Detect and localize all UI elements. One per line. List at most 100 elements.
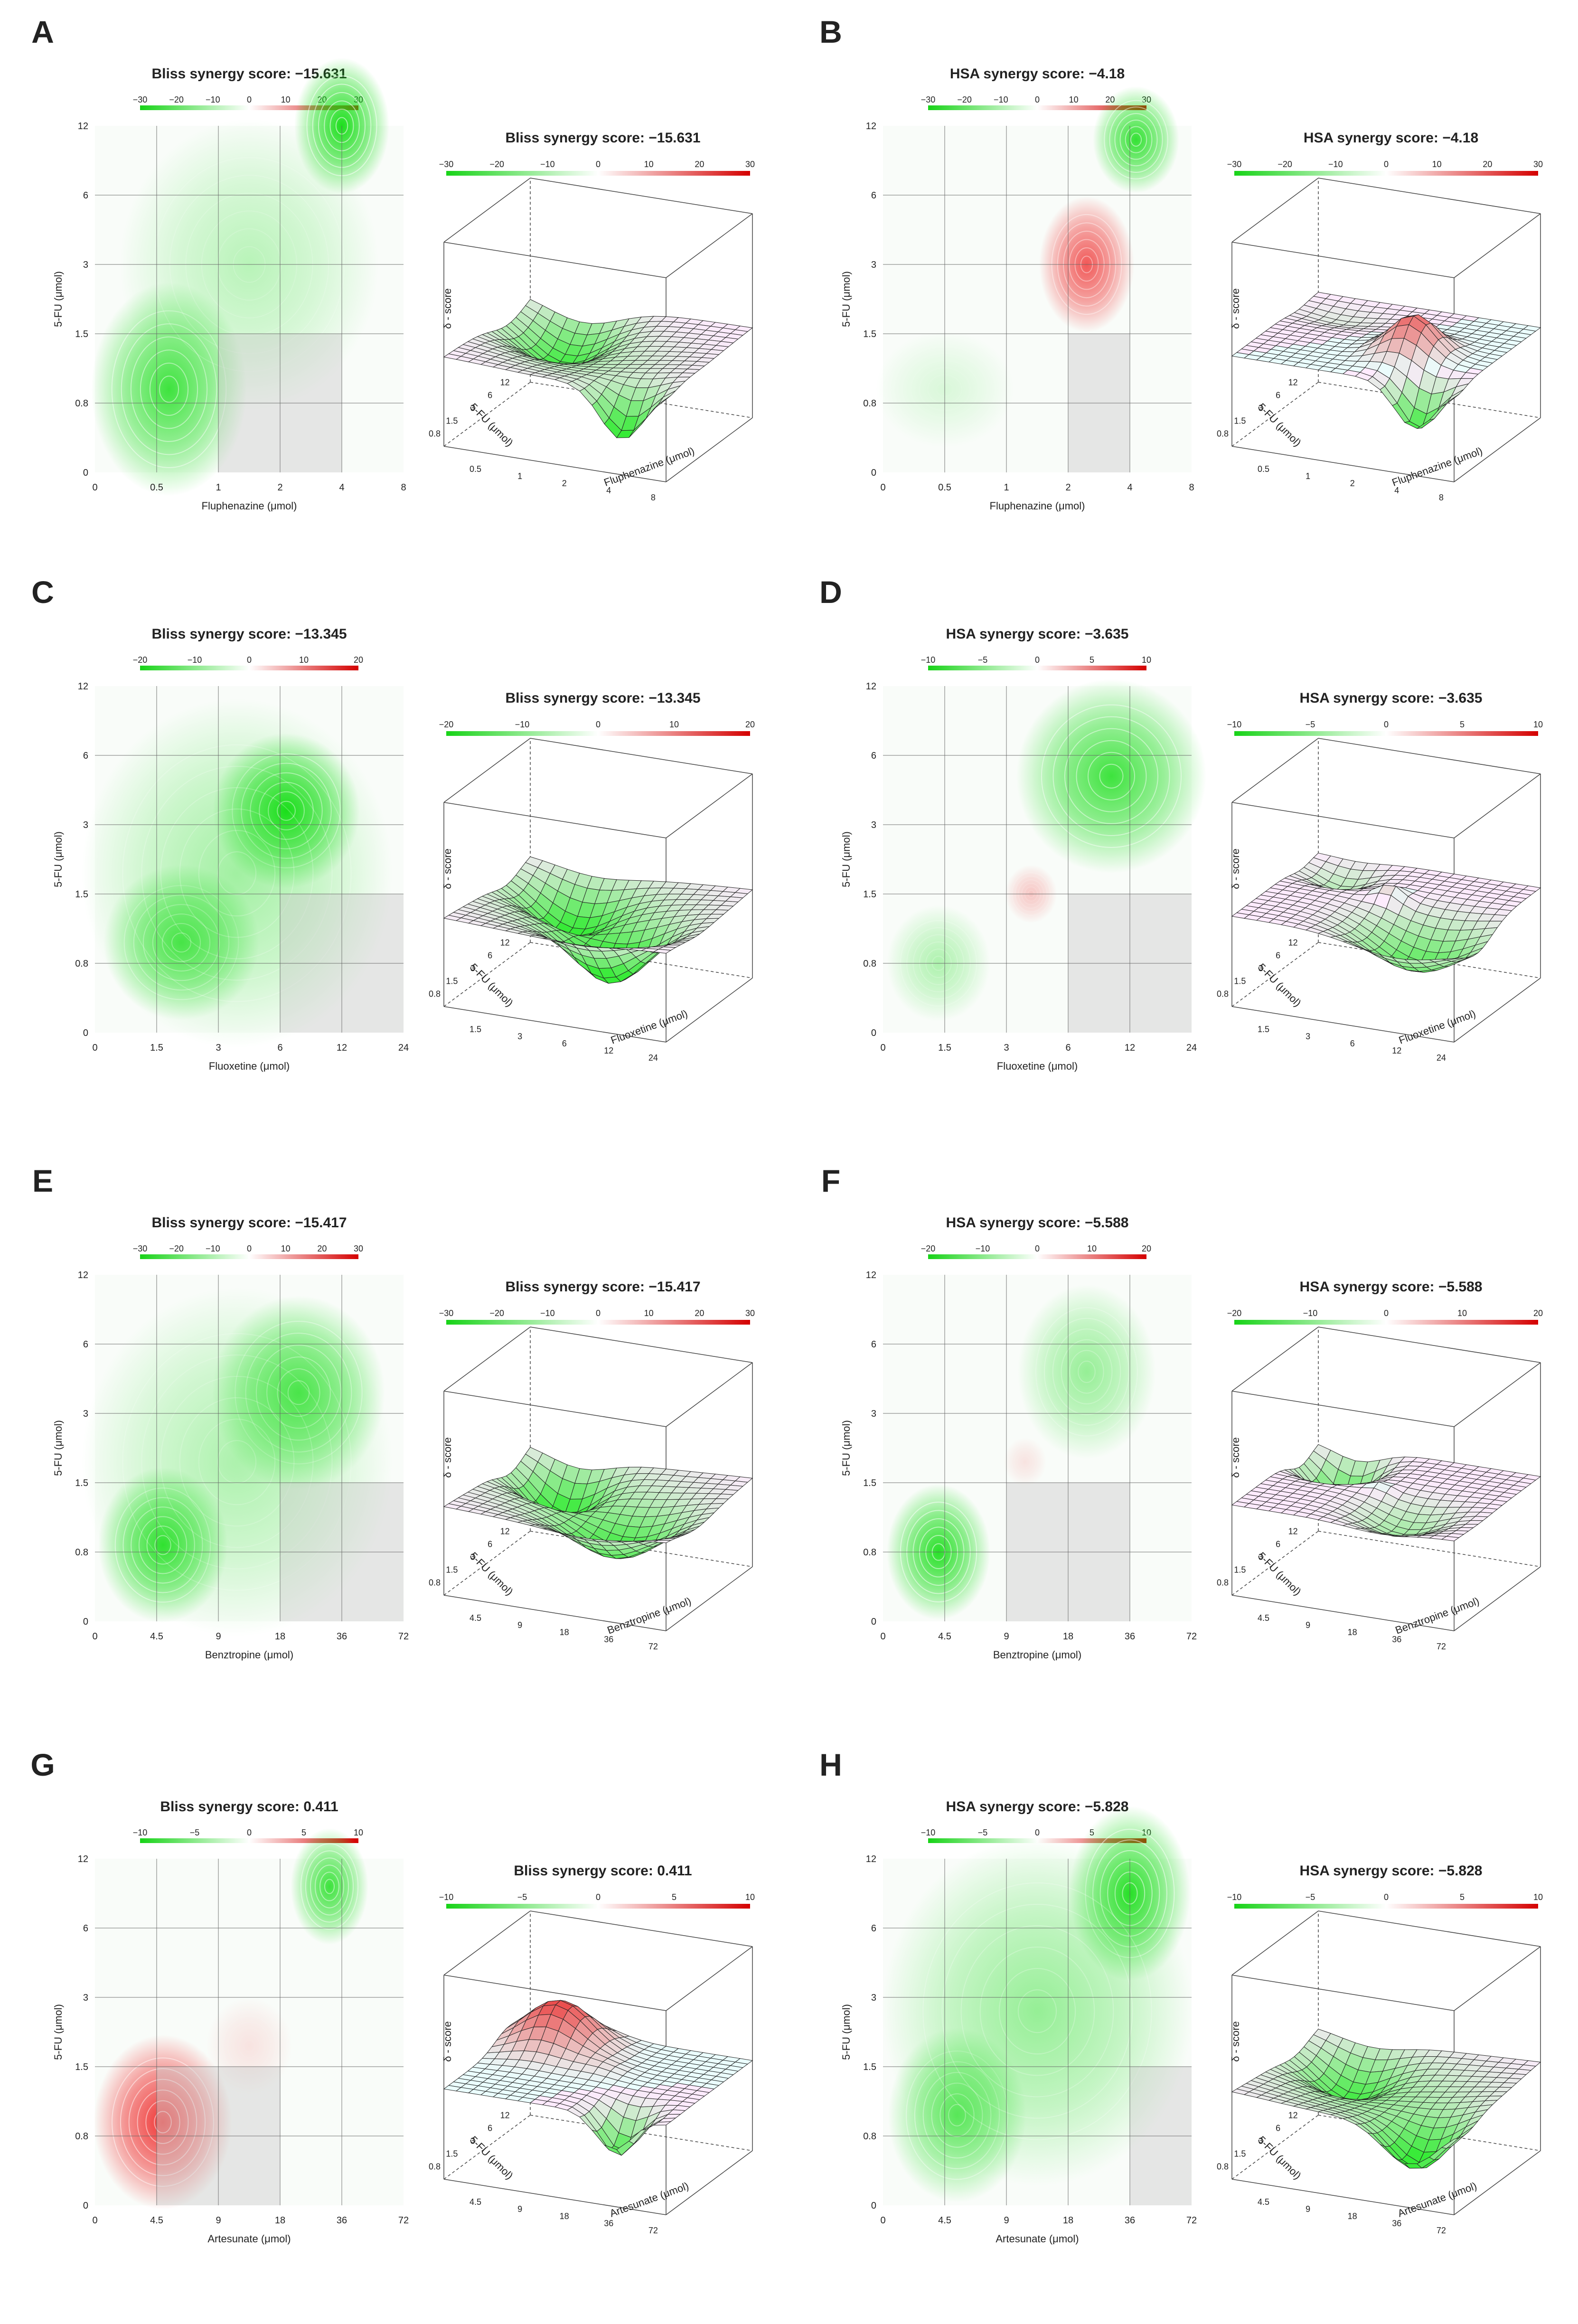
contour-line (1064, 728, 1159, 824)
y-tick-label: 0 (83, 468, 88, 478)
y-axis-label-h: 5-FU (μmol) (840, 2004, 852, 2060)
x-tick-label: 0 (92, 2215, 97, 2226)
y-tick-label: 0.8 (863, 959, 876, 969)
colorbar-tick-label: −10 (994, 95, 1008, 104)
surface-y-tick: 6 (1276, 950, 1280, 960)
y-axis-label-b: 5-FU (μmol) (840, 271, 852, 327)
contour-line (960, 1925, 1114, 2098)
colorbar-tick-label: −10 (133, 1828, 148, 1837)
surface-y-tick: 3 (470, 403, 475, 413)
surface-mesh (1231, 292, 1541, 429)
surface-x-tick: 36 (604, 1635, 613, 1644)
colorbar-tick-label: −10 (206, 1244, 220, 1253)
colorbar-tick-label: −5 (190, 1828, 200, 1837)
surface-plot-a: Bliss synergy score: −15.631−30 −20 −10 0 10… (429, 130, 755, 502)
colorbar-tick-label: 5 (301, 1828, 306, 1837)
synergy-region (291, 1828, 368, 1945)
box-edge (1454, 1566, 1541, 1631)
panel-a: A Bliss synergy score: −15.631 −30 −20 −10 0 1… (31, 14, 755, 512)
x-axis-label-a: Fluphenazine (μmol) (202, 500, 297, 512)
box-edge (443, 1531, 531, 1596)
contour-line (243, 2039, 255, 2052)
y-tick-label: 12 (866, 1854, 876, 1864)
box-edge (666, 1946, 753, 2011)
surface-colorbar-tick: 10 (1457, 1308, 1467, 1318)
surface-colorbar-tick: 10 (644, 160, 654, 169)
contour-line (179, 1397, 295, 1527)
x-tick-label: 0 (880, 1631, 885, 1642)
y-tick-label: 6 (83, 1923, 88, 1934)
synergy-region (81, 1287, 393, 1637)
surface-colorbar-tick: 10 (1533, 1892, 1543, 1902)
surface-colorbar-tick: −5 (517, 1892, 527, 1902)
box-edge (443, 1975, 667, 2011)
y-axis-label-g: 5-FU (μmol) (52, 2004, 64, 2060)
y-axis-label-d: 5-FU (μmol) (840, 831, 852, 887)
contour-line (979, 1947, 1095, 2076)
box-edge (1231, 2115, 1319, 2180)
surface-z-label-g: δ - score (441, 2021, 453, 2062)
x-tick-label: 36 (337, 1631, 347, 1642)
y-tick-label: 1.5 (75, 329, 88, 339)
surface-x-label-b: Fluphenazine (μmol) (1390, 445, 1484, 489)
surface-colorbar-tick: −10 (1227, 720, 1242, 729)
x-tick-label: 1 (1004, 482, 1009, 493)
box-edge (443, 1910, 531, 1976)
surface-colorbar-tick: 5 (672, 1892, 676, 1902)
surface-mesh (443, 856, 753, 984)
panel-letter-b: B (819, 14, 842, 49)
surface-colorbar-tick: 0 (596, 1308, 601, 1318)
surface-x-label-h: Artesunate (μmol) (1396, 2180, 1478, 2219)
surface-colorbar-tick: 0 (1384, 1892, 1389, 1902)
surface-x-tick: 1.5 (1258, 1025, 1269, 1034)
box-edge (530, 1327, 753, 1363)
surface-y-tick: 12 (500, 377, 510, 387)
surface-title-a: Bliss synergy score: −15.631 (505, 130, 700, 146)
heatmap-title-b: HSA synergy score: −4.18 (950, 66, 1125, 82)
surface-colorbar-tick: −20 (489, 160, 504, 169)
surface-mesh (1231, 2029, 1541, 2169)
heatmap-c: Bliss synergy score: −13.345 −20 −10 0 10 20 0… (52, 626, 409, 1072)
box-edge (443, 382, 531, 447)
y-tick-label: 12 (78, 1270, 88, 1280)
contour-line (217, 2010, 282, 2082)
x-axis-label-c: Fluoxetine (μmol) (209, 1060, 290, 1072)
surface-y-tick: 6 (1276, 390, 1280, 400)
heatmap-colorbar-f: −20 −10 0 10 20 (921, 1244, 1151, 1259)
x-tick-label: 36 (1125, 1631, 1135, 1642)
surface-facet (653, 2121, 672, 2126)
synergy-region (1093, 86, 1179, 193)
colorbar-gradient (140, 666, 358, 670)
heatmap-title-h: HSA synergy score: −5.828 (946, 1799, 1129, 1815)
contour-line (112, 2057, 214, 2187)
x-tick-label: 0 (880, 2215, 885, 2226)
synergy-region (81, 698, 393, 1048)
surface-x-label-g: Artesunate (μmol) (608, 2180, 690, 2219)
contour-line (198, 830, 276, 917)
surface-x-tick: 36 (1392, 2219, 1401, 2228)
surface-colorbar-tick: 0 (1384, 160, 1389, 169)
box-edge (443, 1595, 667, 1631)
y-tick-label: 0.8 (863, 2131, 876, 2142)
x-tick-label: 1 (216, 482, 221, 493)
colorbar-gradient (928, 1254, 1146, 1259)
contour-line (1041, 704, 1182, 848)
surface-y-tick: 1.5 (446, 1565, 458, 1574)
colorbar-tick-label: 30 (354, 1244, 363, 1253)
heatmap-title-e: Bliss synergy score: −15.417 (151, 1215, 347, 1231)
contour-line (305, 1850, 354, 1923)
x-tick-label: 3 (216, 1043, 221, 1053)
box-edge (443, 802, 667, 838)
surface-x-tick: 72 (1437, 1642, 1446, 1651)
surface-mesh (1231, 1444, 1541, 1542)
synergy-region (1017, 1284, 1156, 1459)
x-tick-label: 24 (1186, 1043, 1197, 1053)
surface-x-tick: 4.5 (470, 1613, 481, 1623)
surface-y-tick: 0.8 (1217, 429, 1229, 438)
surface-y-tick: 12 (1288, 938, 1298, 947)
box-edge (1454, 773, 1541, 838)
x-tick-label: 4.5 (938, 2215, 951, 2226)
surface-colorbar-tick: −10 (1227, 1892, 1242, 1902)
surface-y-tick: 3 (1259, 963, 1263, 973)
surface-colorbar-tick: −10 (1303, 1308, 1318, 1318)
